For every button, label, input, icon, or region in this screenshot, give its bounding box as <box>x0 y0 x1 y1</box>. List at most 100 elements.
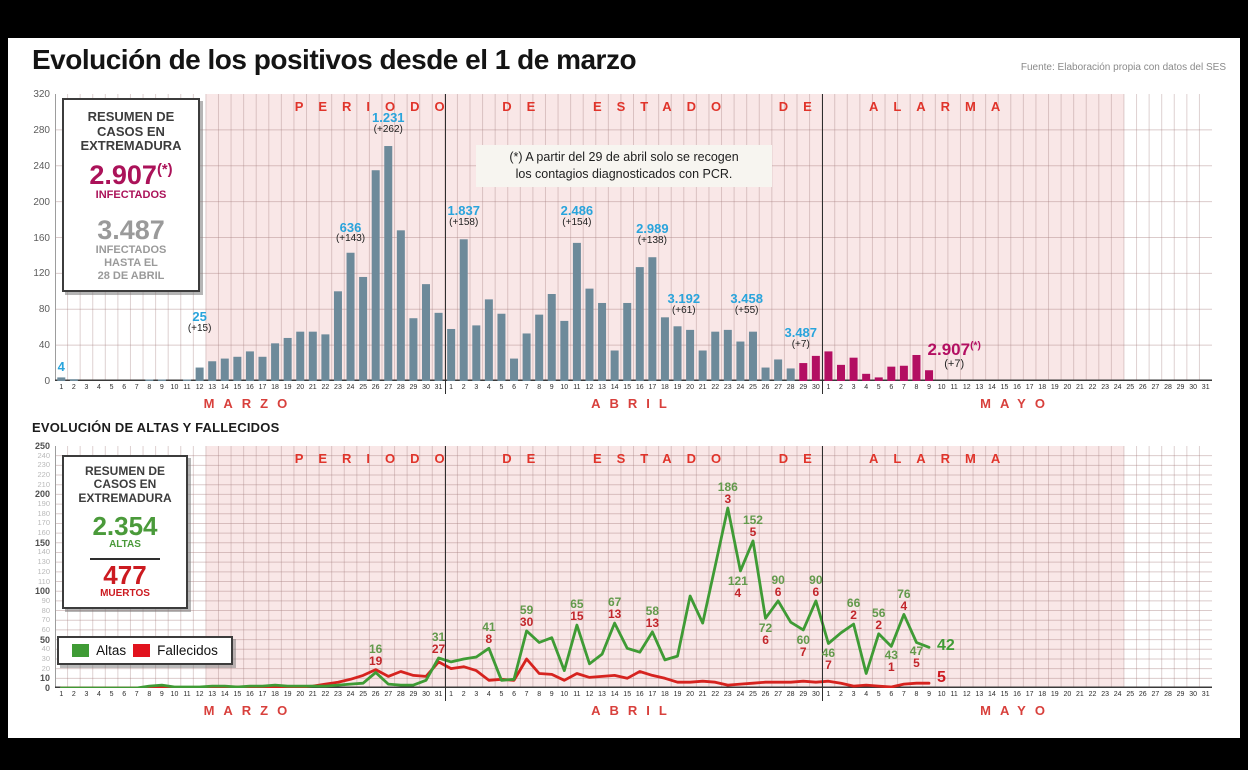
daily-positives-bar <box>849 357 858 381</box>
x-axis-month-label: MARZO <box>203 396 297 411</box>
x-axis-day-label: 31 <box>1201 691 1210 698</box>
y-axis-tick-label: 140 <box>37 547 50 557</box>
alarm-period-banner: PERIODO DE ESTADO DE ALARMA <box>294 451 1016 466</box>
daily-positives-bar <box>723 329 732 381</box>
x-axis-day-label: 12 <box>962 384 971 391</box>
x-axis-day-label: 30 <box>1189 384 1198 391</box>
x-axis-day-label: 29 <box>409 384 418 391</box>
x-axis-day-label: 17 <box>1025 691 1034 698</box>
x-axis-day-label: 17 <box>648 691 657 698</box>
daily-positives-bar <box>811 355 820 381</box>
x-axis-day-label: 2 <box>71 691 76 698</box>
altas-fallecidos-annotation: 46 7 <box>821 646 836 673</box>
y-axis-tick-label: 80 <box>41 605 50 615</box>
x-axis-day-label: 26 <box>761 691 770 698</box>
month-separator <box>444 94 446 394</box>
daily-positives-bar <box>585 288 594 381</box>
x-axis-day-label: 20 <box>296 384 305 391</box>
x-axis-day-label: 19 <box>283 691 292 698</box>
x-axis-day-label: 4 <box>97 384 101 391</box>
daily-positives-bar <box>359 276 368 381</box>
x-axis-day-label: 15 <box>233 691 242 698</box>
chart-canvas <box>55 94 1212 381</box>
x-axis-day-label: 3 <box>474 691 479 698</box>
cumulative-cases-annotation: 2.989 (+138) <box>636 221 669 246</box>
x-axis-month-label: MAYO <box>980 396 1054 411</box>
x-axis-day-label: 18 <box>661 384 669 391</box>
x-axis-day-label: 26 <box>371 691 380 698</box>
muertos-value: 477 <box>103 559 147 590</box>
x-axis-day-label: 27 <box>774 691 782 698</box>
x-axis-day-label: 24 <box>736 384 745 391</box>
x-axis-day-label: 28 <box>396 384 405 391</box>
x-axis-day-label: 20 <box>686 384 694 391</box>
x-axis-day-label: 31 <box>434 691 443 698</box>
infographic-card: Evolución de los positivos desde el 1 de… <box>8 38 1240 738</box>
altas-fallecidos-annotation: 66 2 <box>846 596 861 623</box>
x-axis-day-label: 28 <box>396 691 405 698</box>
altas-fallecidos-annotation: 58 13 <box>645 603 660 630</box>
daily-positives-bar <box>837 364 846 381</box>
y-axis-tick-label: 40 <box>38 340 50 352</box>
altas-final-value: 42 <box>937 637 955 655</box>
daily-positives-bar <box>447 328 456 381</box>
y-axis-tick-label: 240 <box>33 160 50 172</box>
x-axis-day-label: 26 <box>371 384 380 391</box>
x-axis-day-label: 10 <box>937 691 946 698</box>
x-axis-day-label: 6 <box>512 691 516 698</box>
daily-positives-bar <box>69 379 78 381</box>
x-axis-day-label: 11 <box>183 384 191 391</box>
x-axis-day-label: 28 <box>1164 691 1172 698</box>
daily-positives-bar <box>396 230 405 381</box>
x-axis-day-label: 12 <box>585 691 594 698</box>
x-axis-day-label: 10 <box>560 384 569 391</box>
x-axis-day-label: 15 <box>233 384 242 391</box>
x-axis-day-label: 18 <box>1038 691 1047 698</box>
x-axis-day-label: 11 <box>183 691 191 698</box>
x-axis-day-label: 22 <box>711 384 720 391</box>
altas-fallecidos-annotation: 121 4 <box>727 573 748 600</box>
daily-positives-bar <box>736 341 745 381</box>
daily-positives-bar <box>887 366 896 381</box>
daily-positives-bar <box>510 358 519 381</box>
x-axis-day-label: 9 <box>549 384 554 391</box>
daily-positives-bar <box>761 367 770 381</box>
x-axis-day-label: 15 <box>1000 384 1009 391</box>
altas-fallecidos-annotation: 59 30 <box>519 602 534 629</box>
x-axis-day-label: 20 <box>686 691 694 698</box>
daily-positives-bar <box>535 314 544 381</box>
x-axis-day-label: 8 <box>914 691 919 698</box>
y-axis-tick-label: 0 <box>44 683 50 693</box>
x-axis-day-label: 22 <box>321 384 330 391</box>
x-axis-day-label: 9 <box>159 384 164 391</box>
fallecidos-legend-swatch <box>133 644 151 657</box>
x-axis-day-label: 23 <box>723 384 732 391</box>
x-axis-day-label: 5 <box>876 691 881 698</box>
x-axis-day-label: 13 <box>598 384 606 391</box>
x-axis-day-label: 5 <box>109 384 114 391</box>
x-axis-day-label: 25 <box>1126 384 1135 391</box>
cumulative-cases-annotation: 1.837 (+158) <box>447 203 480 229</box>
x-axis-day-label: 12 <box>195 691 204 698</box>
x-axis-day-label: 3 <box>474 384 479 391</box>
x-axis-day-label: 2 <box>839 384 843 391</box>
x-axis-month-label: ABRIL <box>591 396 676 411</box>
x-axis-day-label: 23 <box>334 384 342 391</box>
y-axis-tick-label: 320 <box>33 89 50 100</box>
daily-positives-bar <box>384 146 393 381</box>
x-axis-day-label: 30 <box>1189 691 1198 698</box>
x-axis-day-label: 5 <box>109 691 114 698</box>
x-axis-day-label: 8 <box>537 691 542 698</box>
cumulative-cases-annotation: 1.231 (+262) <box>371 110 405 135</box>
x-axis-day-label: 13 <box>208 691 217 698</box>
x-axis-day-label: 2 <box>461 691 466 698</box>
cumulative-cases-annotation: 2.486 (+154) <box>560 203 594 229</box>
summary-box-altas-muertos: RESUMEN DE CASOS EN EXTREMADURA 2.354 AL… <box>62 455 188 610</box>
x-axis-day-label: 24 <box>736 691 745 698</box>
x-axis-day-label: 7 <box>524 691 529 698</box>
x-axis-day-label: 27 <box>774 384 782 391</box>
daily-positives-bar <box>421 284 430 381</box>
y-axis-tick-label: 240 <box>37 450 50 460</box>
x-axis-day-label: 29 <box>1176 384 1185 391</box>
x-axis-day-label: 11 <box>950 384 958 391</box>
